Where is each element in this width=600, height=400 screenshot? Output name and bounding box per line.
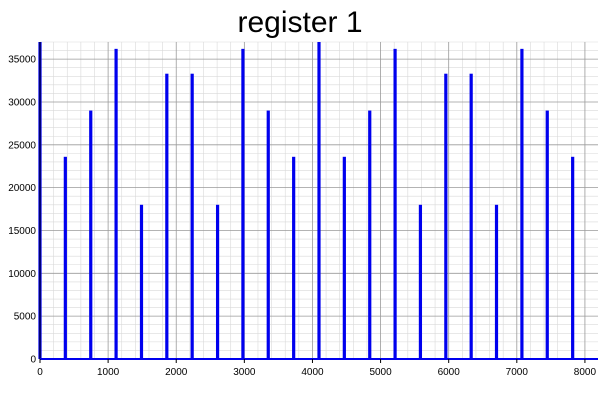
bar — [571, 156, 575, 359]
bar — [444, 73, 448, 359]
bar — [469, 73, 473, 359]
x-tick-label: 7000 — [506, 367, 529, 378]
bar — [266, 110, 270, 359]
y-tick-label: 10000 — [8, 269, 36, 280]
axes — [39, 42, 598, 363]
tick-labels: 0 1000 2000 3000 4000 5000 6000 7000 8000 0 5000 10… — [8, 55, 596, 378]
bar — [190, 73, 194, 359]
bar — [520, 48, 524, 359]
bar — [393, 48, 397, 359]
bar — [215, 204, 220, 359]
bar — [292, 156, 296, 359]
bar — [342, 156, 346, 359]
bars — [38, 42, 575, 359]
bar — [241, 48, 245, 359]
x-tick-label: 8000 — [574, 367, 597, 378]
bar — [114, 48, 118, 359]
bar — [418, 204, 423, 359]
x-tick-label: 5000 — [369, 367, 392, 378]
bar — [368, 110, 372, 359]
x-tick-label: 3000 — [233, 367, 256, 378]
y-tick-label: 15000 — [8, 226, 36, 237]
bar — [165, 73, 169, 359]
x-tick-label: 4000 — [301, 367, 324, 378]
y-tick-label: 35000 — [8, 55, 36, 66]
x-tick-label: 0 — [37, 367, 43, 378]
chart-title: register 1 — [237, 6, 362, 39]
x-tick-label: 2000 — [165, 367, 188, 378]
y-tick-label: 5000 — [14, 312, 37, 323]
bar — [545, 110, 549, 359]
bar — [317, 42, 321, 359]
x-tick-label: 1000 — [97, 367, 120, 378]
bar — [139, 204, 144, 359]
bar — [494, 204, 499, 359]
y-tick-label: 30000 — [8, 97, 36, 108]
x-tick-label: 6000 — [438, 367, 461, 378]
y-tick-label: 0 — [30, 355, 36, 366]
bar — [63, 156, 67, 359]
y-tick-label: 25000 — [8, 140, 36, 151]
y-tick-label: 20000 — [8, 183, 36, 194]
bar — [89, 110, 93, 359]
